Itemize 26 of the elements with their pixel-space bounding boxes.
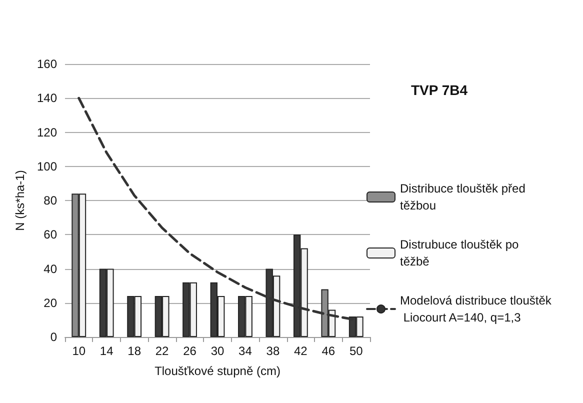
y-tick-label: 40 [44, 262, 58, 276]
x-tick-label: 30 [210, 344, 224, 358]
x-tick-label: 14 [100, 344, 114, 358]
x-tick-label: 46 [322, 344, 336, 358]
x-tick-label: 50 [349, 344, 364, 358]
y-tick-label: 120 [36, 125, 58, 140]
y-tick-label: 80 [44, 194, 58, 208]
x-tick-label: 10 [72, 344, 86, 358]
x-axis-title: Tloušťkové stupně (cm) [154, 364, 280, 378]
y-axis-title: N (ks*ha-1) [13, 170, 28, 231]
legend-label: Distribuce tlouštěk před těžbou [400, 182, 529, 212]
y-tick-label: 140 [36, 91, 58, 106]
y-tick-label: 20 [44, 296, 58, 310]
x-tick-label: 22 [155, 344, 170, 358]
x-tick-label: 42 [294, 344, 308, 358]
x-tick-label: 34 [238, 344, 252, 358]
x-tick-label: 38 [266, 344, 280, 358]
legend-label: Distrubuce tlouštěk po těžbě [400, 238, 522, 268]
text: TVP 7B4 [411, 82, 468, 98]
y-tick-label: 100 [36, 159, 58, 174]
legend-label: Modelová distribuce tlouštěk Liocourt A=140, q=1,3 [400, 294, 552, 324]
y-tick-label: 60 [44, 228, 58, 242]
x-tick-label: 18 [128, 344, 142, 358]
x-tick-label: 26 [183, 344, 197, 358]
y-tick-label: 160 [36, 57, 58, 71]
y-tick-label: 0 [50, 330, 58, 344]
